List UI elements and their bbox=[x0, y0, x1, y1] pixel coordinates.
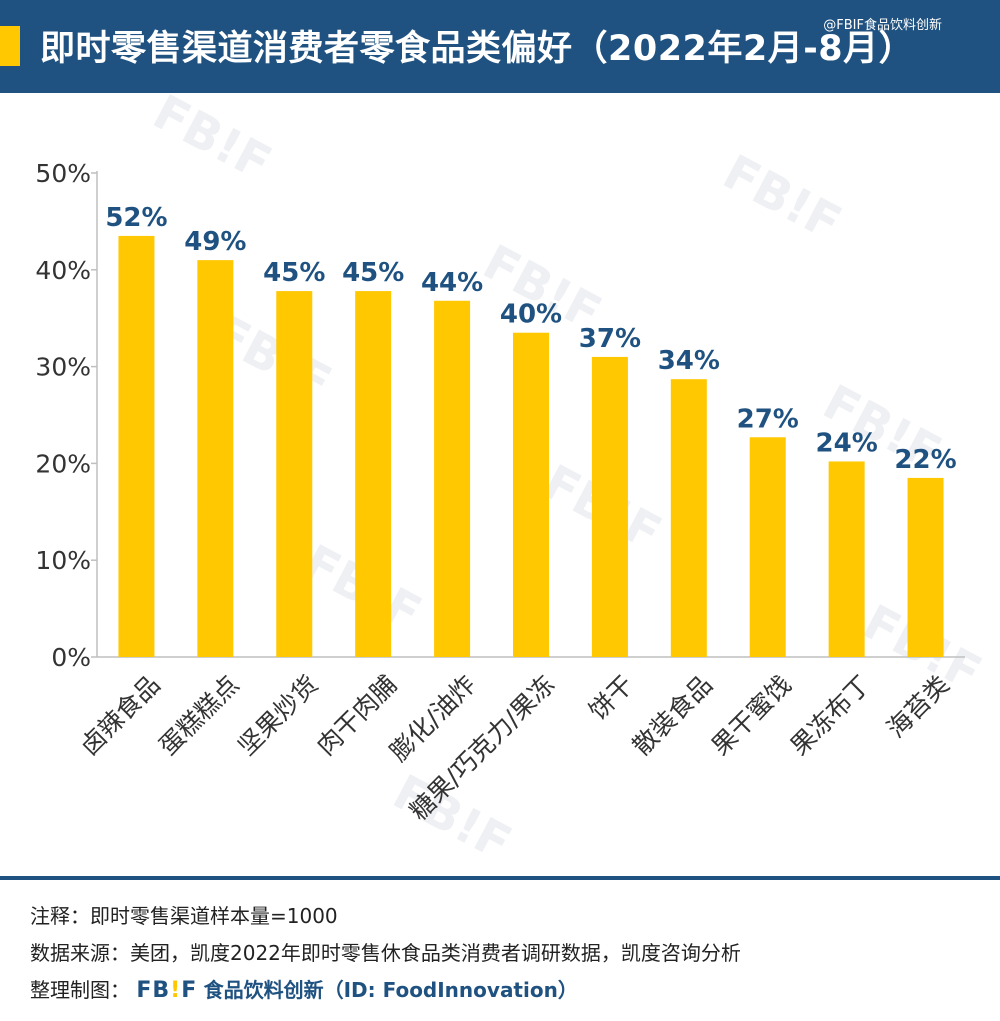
bar bbox=[828, 461, 865, 657]
data-label: 34% bbox=[658, 346, 720, 376]
header-bar: 即时零售渠道消费者零食品类偏好（2022年2月-8月） @FBIF食品饮料创新 bbox=[0, 0, 1000, 93]
footer-credit: 整理制图： FB!F 食品饮料创新（ID: FoodInnovation） bbox=[30, 972, 741, 1009]
y-tick-label: 20% bbox=[35, 449, 91, 478]
data-label: 24% bbox=[816, 428, 878, 458]
y-tick-label: 10% bbox=[35, 546, 91, 575]
data-label: 40% bbox=[500, 300, 562, 330]
data-label: 27% bbox=[737, 404, 799, 434]
x-tick-label: 蛋糕糕点 bbox=[153, 670, 244, 761]
footer: 注释：即时零售渠道样本量=1000 数据来源：美团，凯度2022年即时零售休食品… bbox=[30, 898, 741, 1009]
x-tick-label: 坚果炒货 bbox=[232, 670, 323, 761]
data-label: 44% bbox=[421, 268, 483, 298]
x-tick-label: 饼干 bbox=[583, 670, 639, 726]
y-tick-label: 50% bbox=[35, 159, 91, 188]
y-tick-label: 30% bbox=[35, 353, 91, 382]
footer-note: 注释：即时零售渠道样本量=1000 bbox=[30, 904, 338, 928]
y-tick-label: 40% bbox=[35, 256, 91, 285]
x-tick-label: 散装食品 bbox=[627, 670, 718, 761]
x-tick-label: 果冻布丁 bbox=[785, 670, 876, 761]
bar bbox=[591, 356, 628, 657]
x-tick-label: 卤辣食品 bbox=[74, 670, 165, 761]
bar bbox=[197, 260, 234, 657]
credit-prefix: 整理制图： bbox=[30, 978, 130, 1002]
x-tick-label: 糖果/巧克力/果冻 bbox=[404, 670, 560, 826]
y-tick-label: 0% bbox=[51, 643, 91, 672]
bar bbox=[670, 379, 707, 657]
footer-divider bbox=[0, 876, 1000, 880]
footer-source: 数据来源：美团，凯度2022年即时零售休食品类消费者调研数据，凯度咨询分析 bbox=[30, 941, 741, 965]
bar bbox=[355, 291, 392, 657]
bar bbox=[749, 437, 786, 657]
x-tick-label: 海苔类 bbox=[881, 670, 955, 744]
data-label: 37% bbox=[579, 324, 641, 354]
bar bbox=[276, 291, 313, 657]
bar bbox=[434, 300, 471, 657]
data-label: 45% bbox=[342, 258, 404, 288]
data-label: 49% bbox=[184, 227, 246, 257]
bar-chart: 0% 10% 20% 30% 40% 50% 52% 卤辣食品 49% 蛋糕糕点 45% 坚果炒货 45… bbox=[35, 159, 965, 826]
data-label: 52% bbox=[105, 203, 167, 233]
credit-org: 食品饮料创新（ID: FoodInnovation） bbox=[203, 978, 578, 1002]
bar bbox=[513, 332, 549, 657]
bar bbox=[907, 477, 944, 657]
watermark-text: @FBIF食品饮料创新 bbox=[823, 18, 942, 33]
bar bbox=[118, 235, 155, 658]
title-accent-bar bbox=[0, 26, 20, 66]
page-title: 即时零售渠道消费者零食品类偏好（2022年2月-8月） bbox=[40, 29, 915, 69]
data-label: 45% bbox=[263, 258, 325, 288]
data-label: 22% bbox=[894, 445, 956, 475]
fbif-logo: FB!F bbox=[136, 978, 198, 1003]
x-tick-label: 果干蜜饯 bbox=[706, 670, 797, 761]
